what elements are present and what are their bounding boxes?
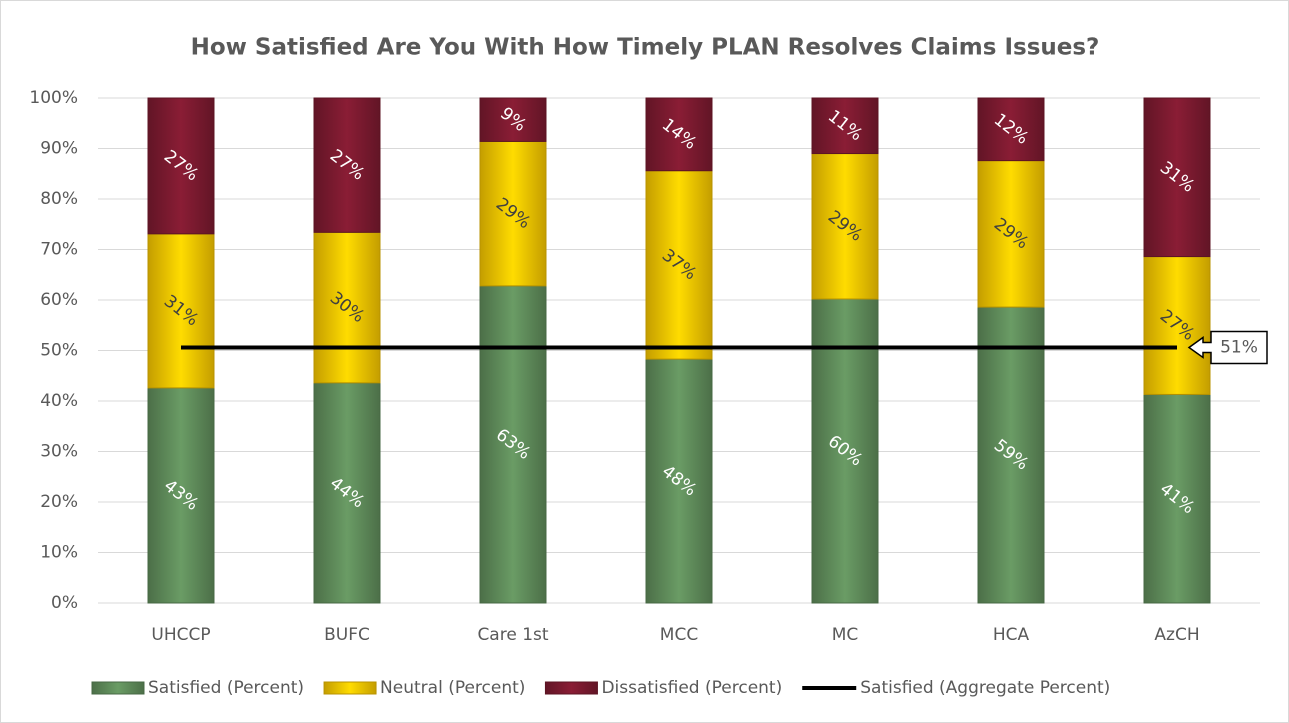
y-tick-label: 0% [51, 593, 78, 613]
x-tick-label: MCC [660, 625, 698, 645]
x-tick-label: MC [832, 625, 859, 645]
reference-label: 51% [1220, 337, 1258, 357]
y-tick-label: 20% [40, 492, 78, 512]
bar-segment [811, 97, 879, 155]
bar-segment [1143, 97, 1211, 258]
legend-label: Satisfied (Percent) [148, 678, 304, 698]
y-tick-label: 10% [40, 543, 78, 563]
y-tick-label: 70% [40, 240, 78, 260]
y-tick-label: 100% [29, 88, 78, 108]
legend-label: Dissatisfied (Percent) [601, 678, 782, 698]
x-tick-label: HCA [993, 625, 1030, 645]
y-tick-label: 90% [40, 139, 78, 159]
bar-segment [1143, 393, 1211, 604]
legend-swatch [544, 681, 598, 695]
bar-segment [479, 140, 547, 287]
bar-segment [811, 153, 879, 300]
legend-swatch [323, 681, 377, 695]
y-tick-label: 80% [40, 189, 78, 209]
bar-segment [313, 382, 381, 604]
bar-segment [147, 233, 215, 389]
bar-segment [645, 170, 713, 360]
chart-title: How Satisfied Are You With How Timely PL… [191, 35, 1100, 61]
legend-swatch [91, 681, 145, 695]
y-tick-label: 30% [40, 442, 78, 462]
y-tick-label: 60% [40, 290, 78, 310]
legend-label: Satisfied (Aggregate Percent) [860, 678, 1110, 698]
callout [1187, 330, 1268, 365]
bar-segment [313, 231, 381, 384]
y-tick-label: 40% [40, 391, 78, 411]
bar-segment [977, 97, 1045, 162]
x-tick-label: AzCH [1154, 625, 1199, 645]
bar-segment [645, 97, 713, 172]
legend-label: Neutral (Percent) [380, 678, 525, 698]
bar-segment [645, 358, 713, 604]
y-tick-label: 50% [40, 341, 78, 361]
x-tick-label: Care 1st [477, 625, 548, 645]
bar-segment [479, 97, 547, 142]
x-tick-label: UHCCP [151, 625, 210, 645]
bar-segment [811, 298, 879, 604]
x-tick-label: BUFC [324, 625, 370, 645]
bar-segment [313, 97, 381, 233]
bar-segment [147, 387, 215, 604]
bar-segment [977, 160, 1045, 308]
bar-segment [147, 97, 215, 235]
bar-segment [479, 285, 547, 604]
